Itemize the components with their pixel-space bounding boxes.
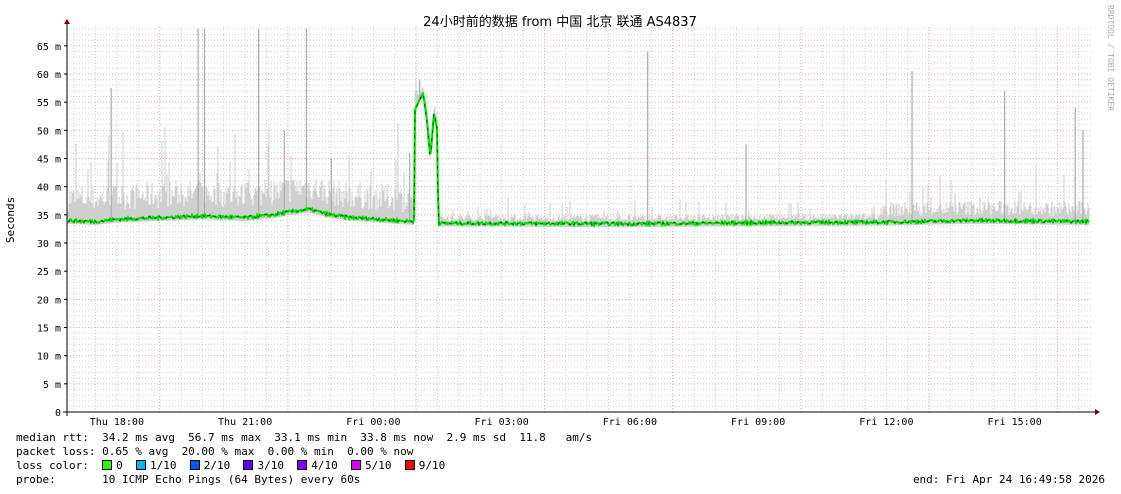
x-axis-arrow bbox=[1095, 409, 1100, 415]
loss-color-3: 3/10 bbox=[243, 459, 297, 472]
loss-swatch bbox=[243, 460, 254, 470]
x-tick-label: Fri 15:00 bbox=[988, 417, 1042, 428]
x-tick-label: Thu 21:00 bbox=[218, 417, 272, 428]
y-tick-label: 0 bbox=[55, 408, 61, 419]
y-tick-label: 10 m bbox=[37, 352, 61, 363]
y-tick-label: 20 m bbox=[37, 295, 61, 306]
loss-label: 9/10 bbox=[418, 459, 459, 472]
y-tick-label: 60 m bbox=[37, 70, 61, 81]
axes: 0 5 m 10 m 15 m 20 m 25 m 30 m 35 m 40 m 45 m 50 m… bbox=[37, 19, 1100, 428]
loss-swatch bbox=[404, 460, 415, 470]
loss-color-5: 5/10 bbox=[350, 459, 405, 472]
y-axis-label: Seconds bbox=[4, 197, 17, 243]
loss-label: 0 bbox=[116, 459, 136, 472]
x-tick-label: Fri 12:00 bbox=[859, 417, 913, 428]
loss-swatch bbox=[102, 460, 113, 470]
y-tick-label: 15 m bbox=[37, 324, 61, 335]
loss-color-2: 2/10 bbox=[189, 459, 244, 472]
loss-color-6: 9/10 bbox=[404, 459, 459, 472]
loss-label: 3/10 bbox=[257, 459, 298, 472]
median-layer bbox=[68, 91, 1090, 228]
x-tick-label: Fri 06:00 bbox=[603, 417, 657, 428]
y-tick-label: 50 m bbox=[37, 126, 61, 137]
watermark: RRDTOOL / TOBI OETIKER bbox=[1106, 5, 1115, 111]
x-tick-label: Fri 09:00 bbox=[731, 417, 785, 428]
loss-swatch bbox=[135, 460, 146, 470]
legend-loss-color: loss color: 0 1/10 2/10 3/10 4/10 5/10 9… bbox=[16, 459, 458, 473]
loss-color-swatches: 0 1/10 2/10 3/10 4/10 5/10 9/10 bbox=[102, 459, 458, 472]
loss-label: 2/10 bbox=[203, 459, 244, 472]
y-tick-label: 25 m bbox=[37, 267, 61, 278]
y-axis-arrow bbox=[64, 19, 70, 24]
legend-probe: probe: 10 ICMP Echo Pings (64 Bytes) eve… bbox=[16, 473, 361, 486]
loss-label: 5/10 bbox=[364, 459, 405, 472]
loss-swatch bbox=[350, 460, 361, 470]
y-tick-label: 55 m bbox=[37, 98, 61, 109]
loss-swatch bbox=[297, 460, 308, 470]
y-tick-label: 5 m bbox=[43, 380, 61, 391]
end-time: end: Fri Apr 24 16:49:58 2026 bbox=[912, 473, 1105, 486]
y-tick-label: 35 m bbox=[37, 211, 61, 222]
legend-median-rtt: median rtt: 34.2 ms avg 56.7 ms max 33.1… bbox=[16, 431, 593, 444]
median-line-shadow bbox=[68, 93, 1090, 226]
loss-swatch bbox=[189, 460, 200, 470]
y-tick-label: 45 m bbox=[37, 155, 61, 166]
legend-packet-loss: packet loss: 0.65 % avg 20.00 % max 0.00… bbox=[16, 445, 414, 458]
loss-color-1: 1/10 bbox=[135, 459, 190, 472]
loss-label: 4/10 bbox=[311, 459, 351, 472]
loss-color-0: 0 bbox=[102, 459, 136, 472]
x-tick-label: Thu 18:00 bbox=[90, 417, 144, 428]
x-tick-label: Fri 03:00 bbox=[475, 417, 529, 428]
loss-label: 1/10 bbox=[149, 459, 190, 472]
y-tick-label: 40 m bbox=[37, 183, 61, 194]
y-tick-label: 65 m bbox=[37, 42, 61, 53]
loss-color-4: 4/10 bbox=[297, 459, 351, 472]
smoke-layer bbox=[67, 28, 1090, 228]
loss-color-label: loss color: bbox=[16, 459, 103, 472]
chart-title: 24小时前的数据 from 中国 北京 联通 AS4837 bbox=[423, 14, 697, 30]
y-tick-label: 30 m bbox=[37, 239, 61, 250]
x-tick-label: Fri 00:00 bbox=[346, 417, 400, 428]
